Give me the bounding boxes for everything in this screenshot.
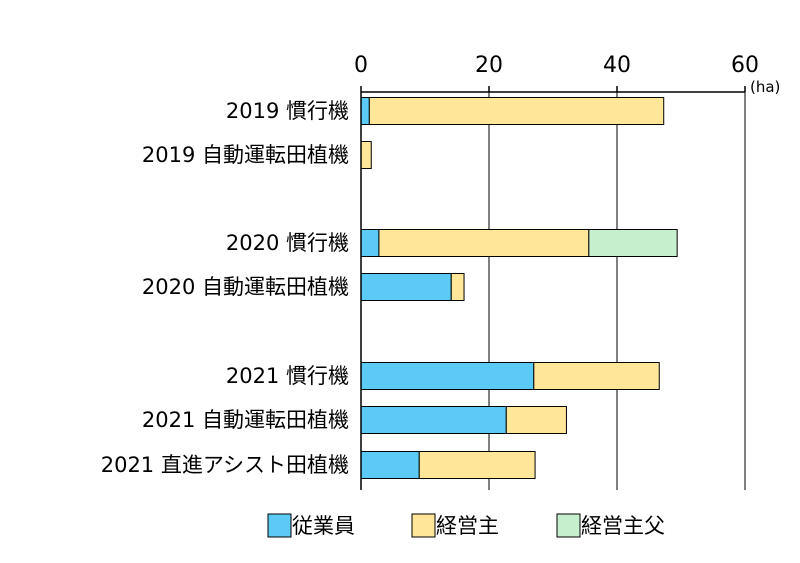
bar-0-従業員: [360, 97, 370, 125]
legend-label-2: 経営主父: [581, 514, 665, 538]
bar-4-従業員: [360, 362, 535, 390]
bar-3-経営主: [450, 273, 465, 301]
legend-swatch-2: [556, 513, 581, 538]
category-label-2: 2020 慣行機: [226, 231, 349, 255]
bar-5-経営主: [505, 406, 567, 434]
bar-5-従業員: [360, 406, 507, 434]
legend-swatch-0: [267, 513, 292, 538]
bars: [360, 97, 678, 479]
bar-2-従業員: [360, 229, 380, 257]
tick-label-0: 0: [354, 53, 368, 78]
category-label-4: 2021 慣行機: [226, 364, 349, 388]
legend-label-1: 経営主: [436, 514, 499, 538]
tick-label-20: 20: [475, 53, 503, 78]
bar-0-経営主: [368, 97, 665, 125]
category-label-6: 2021 直進アシスト田植機: [101, 453, 349, 477]
bar-6-従業員: [360, 451, 420, 479]
legend-label-0: 従業員: [292, 514, 355, 538]
category-label-3: 2020 自動運転田植機: [142, 275, 349, 299]
legend: 従業員 経営主 経営主父: [267, 513, 665, 538]
legend-swatch-1: [411, 513, 436, 538]
bar-2-経営主: [378, 229, 590, 257]
bar-4-経営主: [533, 362, 660, 390]
bar-2-経営主父: [588, 229, 678, 257]
labels: 0 20 40 60(ha) 2019 慣行機 2019 自動運転田植機 2020 慣行機 2…: [101, 53, 781, 477]
axes: [360, 86, 746, 490]
category-label-5: 2021 自動運転田植機: [142, 408, 349, 432]
bar-1-経営主: [360, 141, 372, 169]
bar-6-経営主: [418, 451, 536, 479]
tick-label-60: 60: [731, 53, 759, 78]
tick-label-40: 40: [603, 53, 631, 78]
category-label-1: 2019 自動運転田植機: [142, 143, 349, 167]
unit-label: (ha): [750, 78, 780, 96]
bar-3-従業員: [360, 273, 452, 301]
category-label-0: 2019 慣行機: [226, 99, 349, 123]
